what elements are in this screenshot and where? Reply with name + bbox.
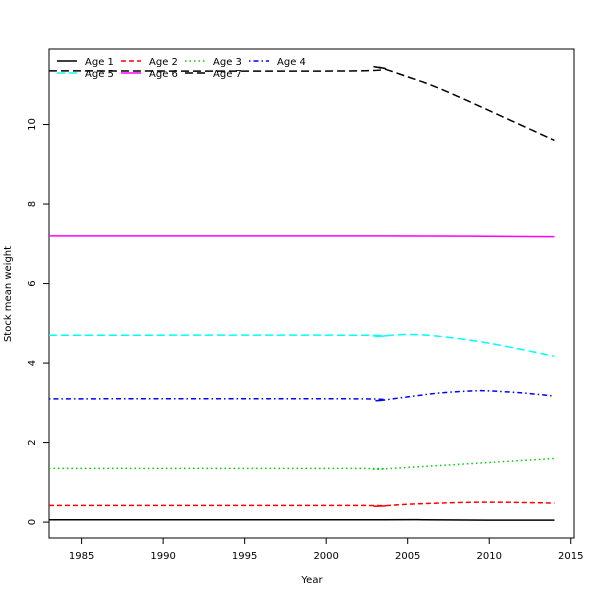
legend-label: Age 7 — [213, 69, 242, 80]
legend-label: Age 3 — [213, 57, 242, 68]
legend-label: Age 5 — [85, 69, 114, 80]
y-tick-label: 0 — [27, 519, 38, 525]
x-tick-label: 2005 — [395, 551, 420, 562]
series-line-age-7 — [48, 65, 555, 142]
x-axis: 1985 1990 1995 2000 2005 2010 2015 — [69, 538, 583, 562]
legend: Age 1 Age 2 Age 3 Age 4 Age 5 Age 6 Age 7 — [57, 57, 306, 80]
legend-label: Age 2 — [149, 57, 178, 68]
y-tick-label: 2 — [27, 439, 38, 445]
series-line-age-6 — [48, 235, 555, 238]
x-tick-label: 1990 — [150, 551, 175, 562]
y-tick-label: 4 — [27, 360, 38, 366]
x-tick-label: 1995 — [232, 551, 257, 562]
plot-frame — [48, 48, 575, 539]
x-tick-label: 2015 — [558, 551, 583, 562]
y-tick-label: 10 — [27, 118, 38, 131]
legend-label: Age 1 — [85, 57, 114, 68]
x-tick-label: 1985 — [69, 551, 94, 562]
y-axis: 0 2 4 6 8 10 — [27, 118, 49, 525]
series-line-age-2 — [48, 501, 555, 507]
series-line-age-5 — [48, 333, 555, 358]
x-axis-title: Year — [300, 575, 323, 586]
series-lines — [48, 65, 555, 521]
series-line-age-3 — [48, 457, 555, 471]
y-tick-label: 8 — [27, 201, 38, 207]
x-tick-label: 2010 — [476, 551, 501, 562]
legend-label: Age 4 — [277, 57, 306, 68]
x-tick-label: 2000 — [313, 551, 338, 562]
legend-label: Age 6 — [149, 69, 178, 80]
series-line-age-4 — [48, 389, 555, 402]
y-tick-label: 6 — [27, 280, 38, 286]
y-axis-title: Stock mean weight — [3, 246, 14, 342]
